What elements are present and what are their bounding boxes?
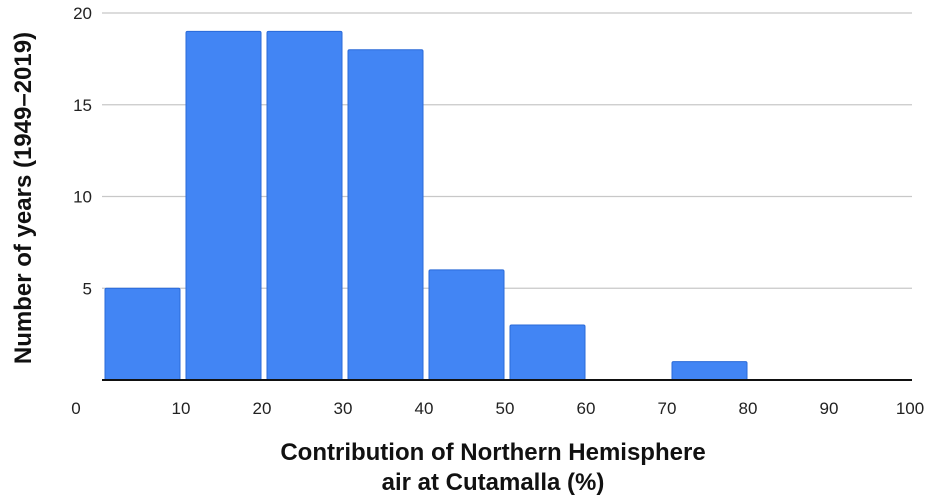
bar-30-40: [347, 49, 424, 381]
x-tick-label-70: 70: [658, 399, 677, 418]
x-tick-label-90: 90: [820, 399, 839, 418]
x-tick-label-20: 20: [253, 399, 272, 418]
y-tick-label-5: 5: [83, 279, 92, 298]
bar-10-20: [185, 30, 262, 381]
x-axis-title-line1: Contribution of Northern Hemisphere: [280, 439, 705, 466]
y-tick-label-15: 15: [73, 96, 92, 115]
bar-40-50: [428, 269, 505, 381]
bar-0-10: [104, 287, 181, 381]
x-tick-label-30: 30: [334, 399, 353, 418]
x-tick-label-40: 40: [415, 399, 434, 418]
x-axis-title-line2: air at Cutamalla (%): [382, 469, 605, 496]
bar-20-30: [266, 30, 343, 381]
bar-70-80: [671, 361, 748, 381]
x-tick-labels: 0 10 20 30 40 50 60 70 80 90 100: [71, 399, 924, 418]
bars: [104, 30, 748, 381]
x-tick-label-50: 50: [496, 399, 515, 418]
x-tick-label-60: 60: [577, 399, 596, 418]
x-tick-label-0: 0: [71, 399, 80, 418]
y-axis-title: Number of years (1949–2019): [10, 32, 37, 364]
x-tick-label-10: 10: [172, 399, 191, 418]
y-tick-label-20: 20: [73, 4, 92, 23]
x-tick-label-100: 100: [896, 399, 924, 418]
x-tick-label-80: 80: [739, 399, 758, 418]
y-tick-labels: 5 10 15 20: [73, 4, 92, 298]
bar-50-60: [509, 324, 586, 381]
y-tick-label-10: 10: [73, 188, 92, 207]
